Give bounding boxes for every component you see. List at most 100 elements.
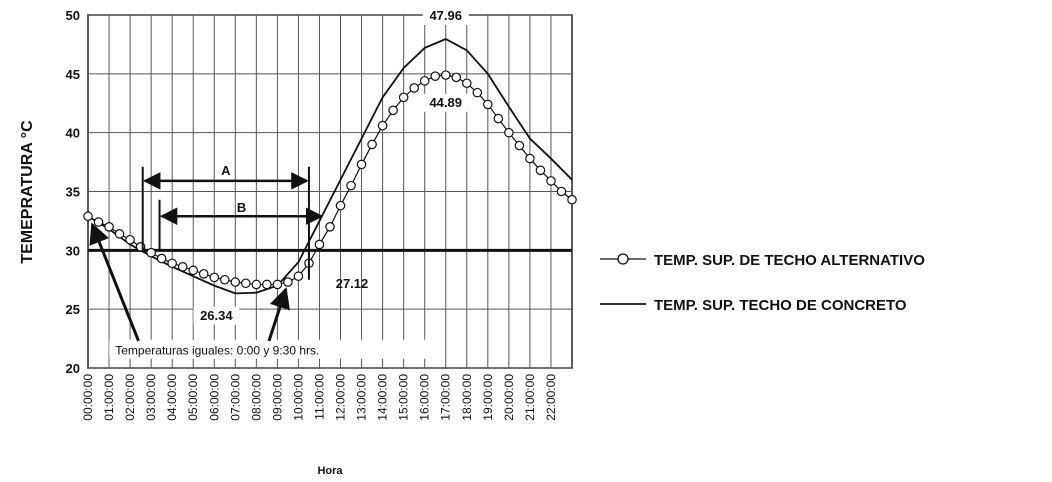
x-tick-label: 16:00:00 bbox=[418, 374, 432, 421]
series-point-alternative bbox=[251, 279, 262, 290]
legend-label-alternative: TEMP. SUP. DE TECHO ALTERNATIVO bbox=[654, 252, 925, 269]
series-group bbox=[83, 38, 577, 295]
series-point-alternative bbox=[272, 279, 283, 290]
series-point-alternative bbox=[104, 222, 114, 232]
y-tick-label: 40 bbox=[66, 126, 80, 141]
x-tick-label: 12:00:00 bbox=[334, 374, 348, 421]
series-point-alternative bbox=[146, 247, 156, 258]
x-tick-label: 18:00:00 bbox=[460, 374, 474, 421]
x-tick-label: 01:00:00 bbox=[102, 374, 116, 421]
x-tick-label: 10:00:00 bbox=[291, 374, 305, 421]
y-axis-label: TEMEPRATURA °C bbox=[19, 120, 36, 264]
series-point-alternative bbox=[125, 234, 135, 245]
x-tick-label: 06:00:00 bbox=[207, 374, 221, 421]
x-axis-label: Hora bbox=[317, 465, 343, 477]
min-concrete-label-bg bbox=[193, 306, 240, 325]
series-point-alternative bbox=[283, 277, 293, 287]
series-point-alternative bbox=[451, 72, 462, 83]
series-point-alternative bbox=[546, 176, 556, 186]
series-point-alternative bbox=[156, 253, 167, 264]
series-point-alternative bbox=[241, 278, 251, 289]
y-tick-label: 25 bbox=[66, 302, 80, 317]
y-axis-ticks: 20 25 30 35 40 45 50 bbox=[66, 8, 80, 376]
series-point-alternative bbox=[314, 239, 325, 250]
series-point-alternative bbox=[230, 277, 241, 287]
series-point-alternative bbox=[419, 76, 430, 86]
note-bg bbox=[109, 339, 430, 359]
x-tick-label: 09:00:00 bbox=[270, 374, 284, 421]
legend: TEMP. SUP. DE TECHO ALTERNATIVO TEMP. SUP… bbox=[600, 252, 925, 314]
min-concrete-label: 26.34 bbox=[200, 308, 233, 323]
x-tick-label: 17:00:00 bbox=[439, 374, 453, 421]
x-tick-label: 00:00:00 bbox=[81, 374, 95, 421]
series-point-alternative bbox=[472, 87, 483, 98]
note-arrow-start bbox=[89, 222, 140, 342]
series-point-alternative bbox=[461, 78, 472, 89]
x-tick-label: 19:00:00 bbox=[481, 374, 495, 421]
series-point-alternative bbox=[440, 70, 451, 80]
x-tick-label: 13:00:00 bbox=[355, 374, 369, 421]
series-point-alternative bbox=[198, 269, 209, 279]
max-concrete-label: 47.96 bbox=[429, 8, 462, 23]
series-point-alternative bbox=[514, 140, 525, 151]
series-point-alternative bbox=[430, 71, 441, 81]
series-point-alternative bbox=[325, 222, 335, 232]
legend-label-concrete: TEMP. SUP. TECHO DE CONCRETO bbox=[654, 297, 907, 314]
x-tick-label: 22:00:00 bbox=[544, 374, 558, 421]
max-alternative-label-bg bbox=[422, 93, 469, 112]
series-point-alternative bbox=[167, 258, 177, 269]
y-tick-label: 30 bbox=[66, 243, 80, 258]
note-arrow-end bbox=[267, 287, 290, 342]
max-concrete-label-bg bbox=[422, 7, 469, 25]
x-tick-label: 07:00:00 bbox=[228, 374, 242, 421]
series-point-alternative bbox=[504, 127, 514, 138]
series-point-alternative bbox=[356, 159, 367, 170]
y-tick-label: 45 bbox=[66, 67, 80, 82]
series-point-alternative bbox=[83, 211, 93, 222]
min-alternative-label: 27.12 bbox=[336, 276, 369, 291]
series-point-alternative bbox=[493, 113, 504, 124]
series-point-alternative bbox=[114, 229, 125, 239]
series-point-alternative bbox=[377, 120, 388, 131]
series-point-alternative bbox=[209, 272, 220, 283]
series-point-alternative bbox=[262, 279, 272, 290]
x-axis-ticks: 00:00:00 01:00:00 02:00:00 03:00:00 04:00:00… bbox=[81, 374, 558, 421]
series-point-alternative bbox=[483, 99, 493, 110]
series-point-alternative bbox=[556, 186, 567, 197]
x-tick-label: 02:00:00 bbox=[123, 374, 137, 421]
series-point-alternative bbox=[177, 262, 188, 272]
y-tick-label: 20 bbox=[66, 361, 80, 376]
series-point-alternative bbox=[409, 83, 419, 93]
max-alternative-label: 44.89 bbox=[429, 95, 462, 110]
annotations-group: 47.96 44.89 26.34 27.12 A B Temperaturas igual… bbox=[89, 7, 469, 359]
grid-lines bbox=[87, 14, 573, 369]
series-point-alternative bbox=[219, 274, 230, 285]
x-tick-label: 08:00:00 bbox=[249, 374, 263, 421]
y-tick-label: 50 bbox=[66, 8, 80, 23]
equal-temperature-note: Temperaturas iguales: 0:00 y 9:30 hrs. bbox=[115, 344, 319, 358]
legend-marker-alternative bbox=[617, 253, 629, 265]
y-tick-label: 35 bbox=[66, 185, 80, 200]
x-tick-label: 14:00:00 bbox=[376, 374, 390, 421]
series-point-alternative bbox=[293, 271, 304, 282]
series-point-alternative bbox=[188, 265, 199, 276]
series-point-alternative bbox=[346, 180, 356, 191]
x-tick-label: 05:00:00 bbox=[186, 374, 200, 421]
series-point-alternative bbox=[525, 153, 535, 164]
series-point-alternative bbox=[335, 200, 346, 211]
x-tick-label: 20:00:00 bbox=[502, 374, 516, 421]
series-point-alternative bbox=[535, 165, 546, 176]
arrow-b-label: B bbox=[237, 200, 246, 215]
arrow-a-label: A bbox=[221, 163, 231, 178]
x-tick-label: 04:00:00 bbox=[165, 374, 179, 421]
series-point-alternative bbox=[93, 217, 104, 227]
series-point-alternative bbox=[398, 92, 409, 103]
x-tick-label: 03:00:00 bbox=[144, 374, 158, 421]
x-tick-label: 15:00:00 bbox=[397, 374, 411, 421]
series-point-alternative bbox=[367, 139, 377, 150]
series-point-alternative bbox=[567, 194, 577, 205]
x-tick-label: 21:00:00 bbox=[523, 374, 537, 421]
x-tick-label: 11:00:00 bbox=[312, 374, 326, 420]
series-point-alternative bbox=[388, 105, 398, 116]
